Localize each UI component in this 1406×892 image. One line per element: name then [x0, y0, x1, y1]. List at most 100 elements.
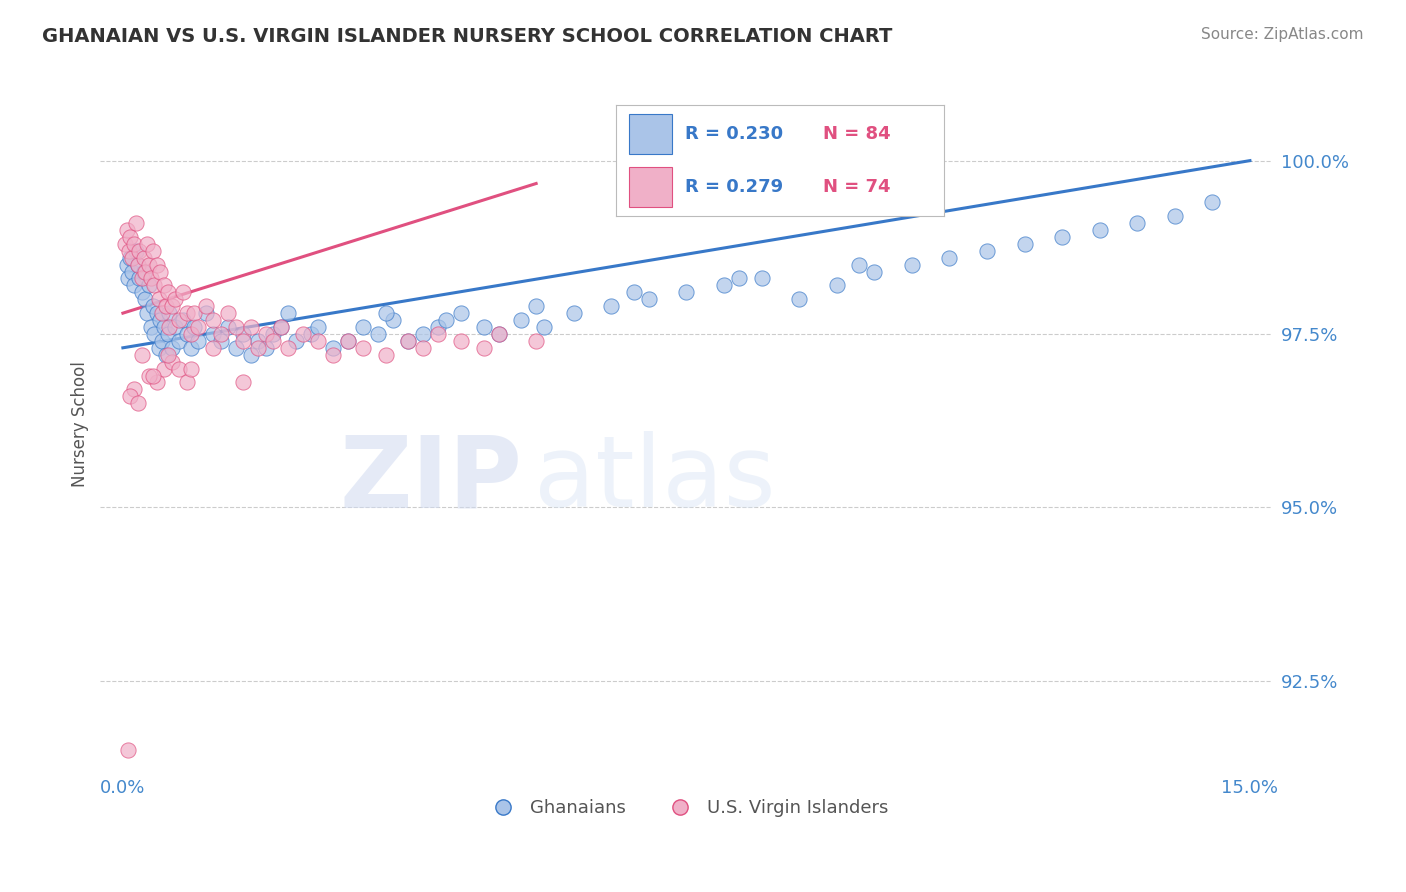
Point	[187, 320, 209, 334]
Point	[156, 326, 179, 341]
Point	[145, 376, 167, 390]
Point	[125, 244, 148, 258]
Point	[131, 348, 153, 362]
Point	[472, 320, 495, 334]
Point	[1201, 195, 1223, 210]
Point	[155, 299, 177, 313]
Point	[127, 258, 149, 272]
Point	[167, 361, 190, 376]
Point	[127, 396, 149, 410]
Point	[728, 271, 751, 285]
Point	[142, 299, 165, 313]
Point	[787, 293, 810, 307]
Point	[623, 285, 645, 300]
Point	[120, 230, 142, 244]
Point	[396, 334, 419, 348]
Point	[307, 320, 329, 334]
Point	[180, 361, 202, 376]
Point	[145, 258, 167, 272]
Point	[202, 313, 225, 327]
Point	[143, 278, 166, 293]
Point	[180, 326, 202, 341]
Point	[143, 326, 166, 341]
Point	[138, 278, 160, 293]
Point	[122, 236, 145, 251]
Point	[150, 334, 173, 348]
Point	[217, 320, 239, 334]
Point	[277, 341, 299, 355]
Point	[131, 271, 153, 285]
Point	[132, 264, 155, 278]
Point	[427, 320, 450, 334]
Point	[141, 271, 163, 285]
Point	[128, 244, 150, 258]
Point	[524, 299, 547, 313]
Point	[374, 348, 396, 362]
Legend: Ghanaians, U.S. Virgin Islanders: Ghanaians, U.S. Virgin Islanders	[478, 791, 896, 824]
Point	[180, 341, 202, 355]
Point	[232, 326, 254, 341]
Point	[114, 236, 136, 251]
Point	[1050, 230, 1073, 244]
Point	[167, 334, 190, 348]
Point	[247, 341, 270, 355]
Text: GHANAIAN VS U.S. VIRGIN ISLANDER NURSERY SCHOOL CORRELATION CHART: GHANAIAN VS U.S. VIRGIN ISLANDER NURSERY…	[42, 27, 893, 45]
Point	[863, 264, 886, 278]
Point	[122, 383, 145, 397]
Point	[194, 306, 217, 320]
Point	[307, 334, 329, 348]
Point	[510, 313, 533, 327]
Point	[600, 299, 623, 313]
Point	[292, 326, 315, 341]
Point	[128, 271, 150, 285]
Point	[117, 743, 139, 757]
Point	[374, 306, 396, 320]
Point	[153, 361, 176, 376]
Point	[337, 334, 360, 348]
Point	[120, 389, 142, 403]
Point	[1126, 216, 1149, 230]
Point	[524, 334, 547, 348]
Point	[172, 313, 194, 327]
Point	[165, 320, 187, 334]
Point	[254, 341, 277, 355]
Point	[562, 306, 585, 320]
Point	[254, 326, 277, 341]
Point	[675, 285, 697, 300]
Text: Source: ZipAtlas.com: Source: ZipAtlas.com	[1201, 27, 1364, 42]
Point	[352, 320, 374, 334]
Text: atlas: atlas	[534, 431, 776, 528]
Point	[134, 264, 156, 278]
Point	[159, 320, 181, 334]
Point	[156, 348, 179, 362]
Point	[1088, 223, 1111, 237]
Point	[1164, 209, 1187, 223]
Point	[149, 264, 172, 278]
Point	[848, 258, 870, 272]
Point	[713, 278, 735, 293]
Point	[488, 326, 510, 341]
Point	[115, 223, 138, 237]
Point	[183, 306, 205, 320]
Point	[136, 306, 159, 320]
Point	[160, 354, 183, 368]
Point	[637, 293, 659, 307]
Point	[153, 320, 176, 334]
Point	[167, 313, 190, 327]
Point	[153, 278, 176, 293]
Point	[150, 306, 173, 320]
Point	[277, 306, 299, 320]
Point	[124, 216, 146, 230]
Point	[155, 348, 177, 362]
Y-axis label: Nursery School: Nursery School	[72, 361, 89, 487]
Point	[176, 376, 198, 390]
Point	[165, 293, 187, 307]
Point	[322, 348, 344, 362]
Point	[117, 271, 139, 285]
Point	[148, 293, 170, 307]
Point	[488, 326, 510, 341]
Point	[172, 285, 194, 300]
Point	[262, 326, 284, 341]
Point	[160, 341, 183, 355]
Point	[209, 326, 232, 341]
